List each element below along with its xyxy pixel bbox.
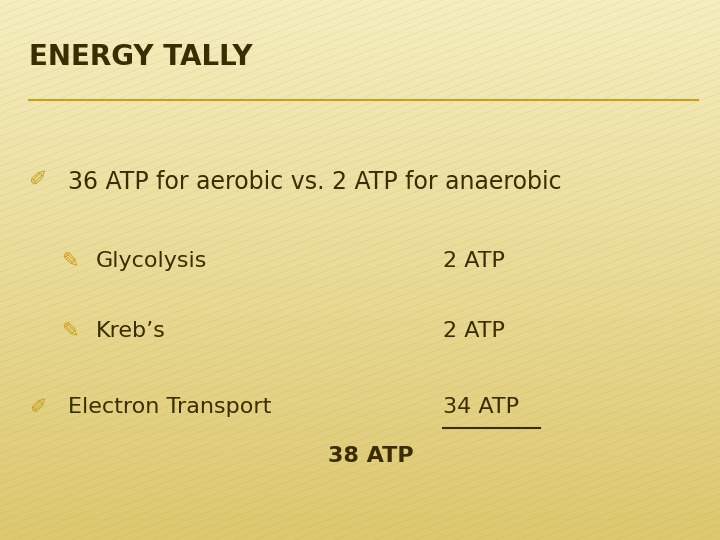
Text: ENERGY TALLY: ENERGY TALLY [29,43,253,71]
Text: Kreb’s: Kreb’s [96,321,166,341]
Text: 34 ATP: 34 ATP [443,397,519,417]
Text: Electron Transport: Electron Transport [68,397,271,417]
Text: ✎: ✎ [61,251,78,271]
Text: 2 ATP: 2 ATP [443,251,505,271]
Text: 38 ATP: 38 ATP [328,446,413,465]
Text: ✐: ✐ [29,397,46,417]
Text: 36 ATP for aerobic vs. 2 ATP for anaerobic: 36 ATP for aerobic vs. 2 ATP for anaerob… [68,170,562,194]
Text: 2 ATP: 2 ATP [443,321,505,341]
Text: Glycolysis: Glycolysis [96,251,207,271]
Text: ✎: ✎ [61,321,78,341]
Text: ✐: ✐ [29,170,48,190]
